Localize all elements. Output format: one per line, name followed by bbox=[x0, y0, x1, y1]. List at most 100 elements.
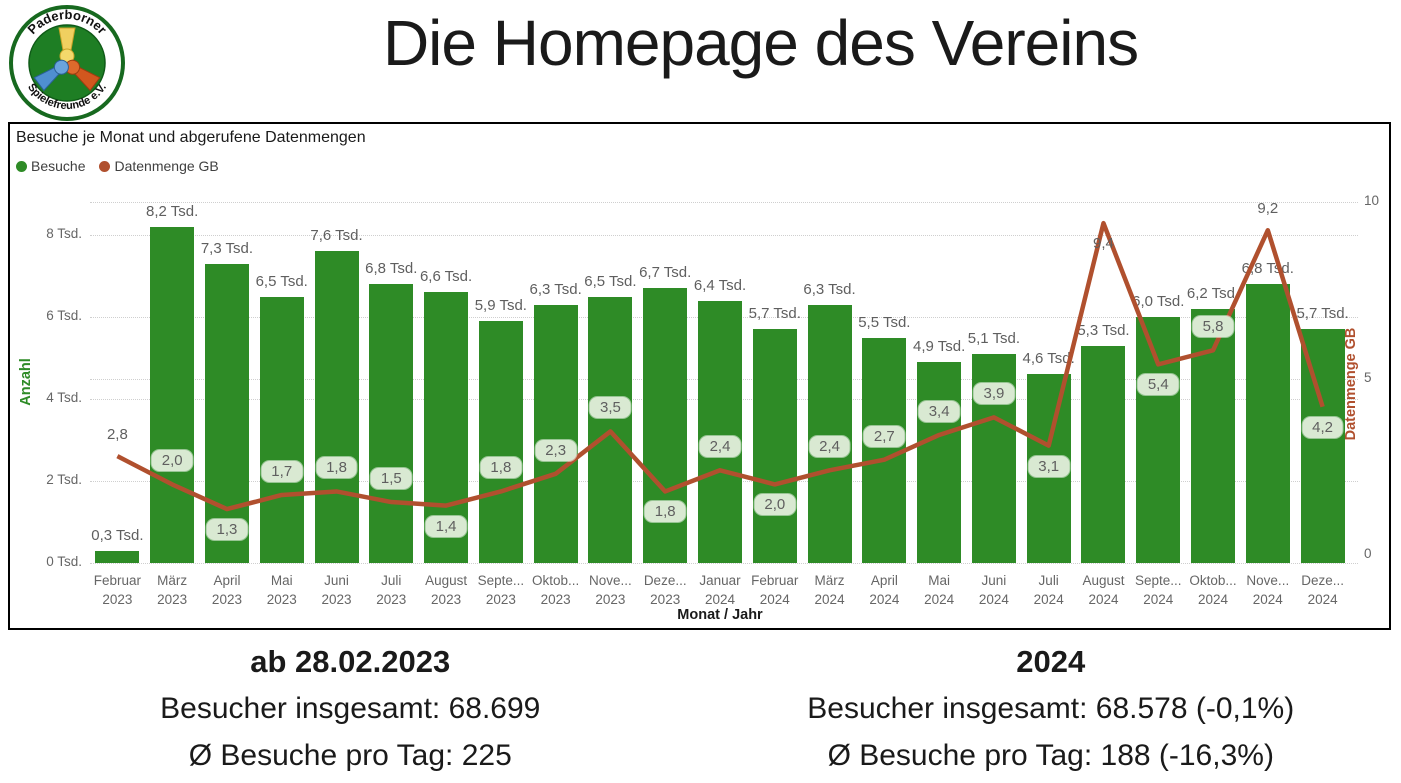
chart-card: Besuche je Monat und abgerufene Datenmen… bbox=[8, 122, 1391, 630]
summary-2024: 2024 Besucher insgesamt: 68.578 (-0,1%) … bbox=[701, 638, 1401, 779]
summary-2023-visitors: Besucher insgesamt: 68.699 bbox=[160, 692, 541, 725]
summary-2023-avg: Ø Besuche pro Tag: 225 bbox=[188, 739, 512, 772]
club-logo: Paderborner Spielefreunde e.V. bbox=[9, 5, 125, 121]
logo-game-pieces bbox=[33, 27, 101, 92]
bar-value-label: 6,3 Tsd. bbox=[803, 280, 856, 298]
bar-Juli-2023[interactable] bbox=[369, 284, 414, 563]
bar-value-label: 8,2 Tsd. bbox=[146, 202, 199, 220]
x-tick-label: Mai 2024 bbox=[924, 573, 955, 607]
bar-value-label: 5,7 Tsd. bbox=[1296, 305, 1349, 323]
bar-Juni-2023[interactable] bbox=[314, 251, 359, 563]
bar-Februar-2023[interactable] bbox=[95, 550, 140, 563]
x-tick-label: Juli 2024 bbox=[1033, 573, 1064, 607]
line-value-label: 1,8 bbox=[644, 501, 686, 523]
x-tick-label: März 2024 bbox=[814, 573, 845, 607]
chart-title: Besuche je Monat und abgerufene Datenmen… bbox=[16, 129, 366, 146]
legend-label-besuche: Besuche bbox=[31, 158, 86, 174]
datenmenge-legend-dot-icon bbox=[99, 160, 111, 172]
line-value-label: 9,4 bbox=[1093, 235, 1114, 253]
bar-Oktob...-2024[interactable] bbox=[1191, 308, 1236, 563]
line-value-label: 1,5 bbox=[370, 468, 412, 490]
line-value-label: 5,8 bbox=[1192, 316, 1234, 338]
bar-value-label: 0,3 Tsd. bbox=[91, 526, 144, 544]
line-value-label: 2,4 bbox=[809, 436, 850, 458]
chart-legend: Besuche Datenmenge GB bbox=[16, 158, 219, 174]
bar-Deze...-2024[interactable] bbox=[1300, 329, 1345, 563]
x-tick-label: Juni 2024 bbox=[978, 573, 1009, 607]
x-tick-label: Septe... 2023 bbox=[477, 573, 525, 607]
x-tick-label: Nove... 2024 bbox=[1246, 573, 1290, 607]
bar-value-label: 7,3 Tsd. bbox=[200, 239, 254, 257]
line-value-label: 2,3 bbox=[535, 439, 577, 461]
summary-2024-header: 2024 bbox=[1016, 644, 1086, 679]
bar-Oktob...-2023[interactable] bbox=[533, 304, 578, 563]
y-left-tick-label: 4 Tsd. bbox=[46, 390, 82, 405]
line-value-label: 1,7 bbox=[261, 460, 303, 482]
bar-März-2024[interactable] bbox=[807, 304, 852, 563]
y-left-tick-label: 0 Tsd. bbox=[46, 554, 82, 569]
bar-März-2023[interactable] bbox=[150, 226, 195, 563]
line-value-label: 2,8 bbox=[106, 426, 128, 444]
summary-2024-avg: Ø Besuche pro Tag: 188 (-16,3%) bbox=[827, 739, 1274, 772]
bar-Januar-2024[interactable] bbox=[698, 300, 742, 563]
bar-Februar-2024[interactable] bbox=[752, 329, 797, 563]
line-value-label: 3,4 bbox=[918, 400, 960, 422]
gridline-tsd-8 bbox=[90, 235, 1358, 236]
line-value-label: 5,4 bbox=[1137, 374, 1179, 396]
x-tick-label: April 2024 bbox=[869, 573, 900, 607]
x-tick-label: Juni 2023 bbox=[321, 573, 352, 607]
y-axis-title-right: Datenmenge GB bbox=[1343, 327, 1359, 441]
y-axis-title-left: Anzahl bbox=[18, 358, 34, 406]
bar-August-2024[interactable] bbox=[1081, 345, 1126, 563]
page-title: Die Homepage des Vereins bbox=[382, 7, 1139, 79]
line-value-label: 3,5 bbox=[589, 397, 631, 419]
x-tick-label: Juli 2023 bbox=[376, 573, 407, 607]
y-left-tick-label: 2 Tsd. bbox=[46, 472, 82, 487]
y-left-tick-label: 6 Tsd. bbox=[46, 308, 82, 323]
line-value-label: 3,9 bbox=[973, 383, 1015, 405]
line-value-label: 2,0 bbox=[754, 494, 796, 516]
bar-Mai-2024[interactable] bbox=[917, 362, 962, 563]
besuche-legend-dot-icon bbox=[16, 160, 27, 172]
x-tick-label: Septe... 2024 bbox=[1134, 573, 1182, 607]
bar-Septe...-2023[interactable] bbox=[478, 321, 523, 563]
legend-label-datenmenge: Datenmenge GB bbox=[114, 158, 219, 174]
x-tick-label: Februar 2023 bbox=[93, 573, 142, 607]
x-tick-label: Deze... 2023 bbox=[643, 573, 687, 607]
x-tick-label: Oktob... 2023 bbox=[532, 573, 580, 607]
line-value-label: 1,8 bbox=[480, 457, 522, 479]
bar-value-label: 7,6 Tsd. bbox=[310, 227, 363, 245]
bar-Nove...-2024[interactable] bbox=[1245, 284, 1290, 563]
y-left-tick-label: 8 Tsd. bbox=[46, 226, 82, 241]
line-value-label: 1,3 bbox=[206, 519, 248, 541]
bar-April-2023[interactable] bbox=[204, 263, 249, 563]
summary-2023: ab 28.02.2023 Besucher insgesamt: 68.699… bbox=[0, 638, 701, 779]
line-value-label: 3,1 bbox=[1028, 455, 1070, 477]
line-value-label: 2,4 bbox=[699, 436, 741, 458]
bar-Mai-2023[interactable] bbox=[259, 296, 304, 563]
legend-item-datenmenge[interactable]: Datenmenge GB bbox=[99, 158, 219, 174]
x-tick-label: August 2024 bbox=[1082, 573, 1125, 607]
summary-2023-header: ab 28.02.2023 bbox=[250, 644, 451, 679]
line-value-label: 1,8 bbox=[316, 457, 357, 479]
legend-item-besuche[interactable]: Besuche bbox=[16, 158, 85, 174]
summary-section: ab 28.02.2023 Besucher insgesamt: 68.699… bbox=[0, 638, 1401, 779]
x-tick-label: Mai 2023 bbox=[266, 573, 297, 607]
bar-value-label: 5,1 Tsd. bbox=[967, 329, 1021, 347]
bar-value-label: 6,4 Tsd. bbox=[693, 276, 747, 294]
x-axis-title: Monat / Jahr bbox=[677, 607, 763, 623]
summary-2024-visitors: Besucher insgesamt: 68.578 (-0,1%) bbox=[807, 692, 1295, 725]
line-value-label: 4,2 bbox=[1302, 416, 1344, 438]
x-tick-label: August 2023 bbox=[425, 573, 468, 607]
bar-April-2024[interactable] bbox=[862, 337, 907, 563]
bar-Septe...-2024[interactable] bbox=[1136, 317, 1181, 563]
line-value-label: 1,4 bbox=[425, 515, 467, 537]
line-value-label: 9,2 bbox=[1257, 200, 1279, 218]
x-tick-label: Februar 2024 bbox=[751, 573, 799, 607]
bar-Nove...-2023[interactable] bbox=[588, 296, 633, 563]
gridline-tsd-0 bbox=[90, 563, 1358, 564]
line-value-label: 2,7 bbox=[863, 425, 905, 447]
line-value-label: 2,0 bbox=[151, 450, 193, 472]
x-tick-label: April 2023 bbox=[211, 573, 242, 607]
x-tick-label: Januar 2024 bbox=[699, 573, 741, 607]
